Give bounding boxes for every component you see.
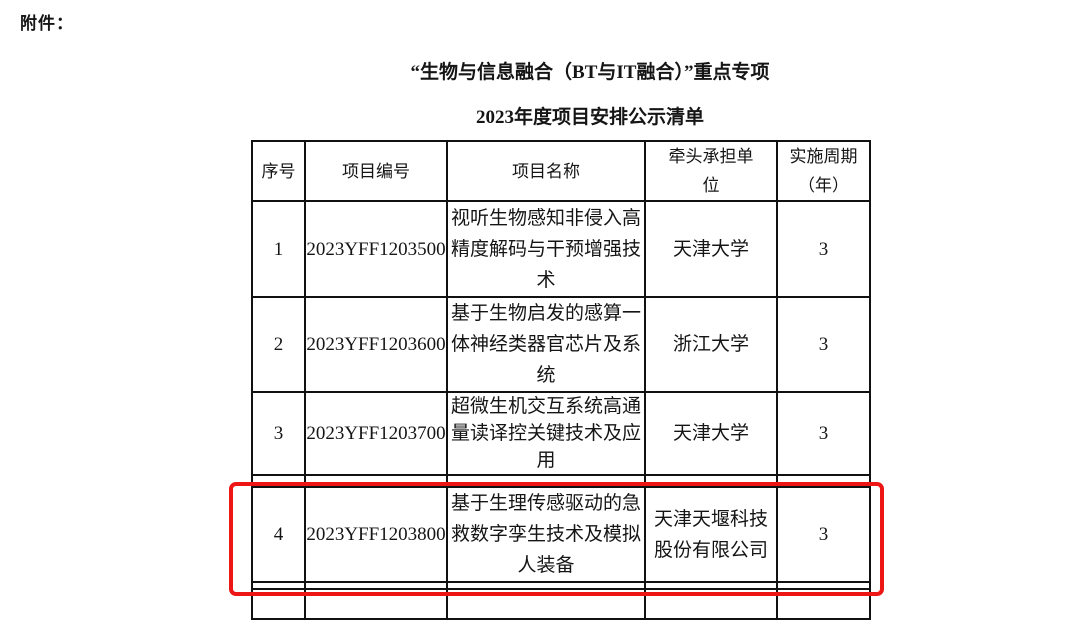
cell-period: 3 (776, 296, 871, 393)
cell-org: 天津大学 (644, 200, 778, 298)
projects-table: 序号 项目编号 项目名称 牵头承担单位 实施周期（年） 1 2023YFF120… (251, 140, 871, 620)
cell-code: 2023YFF1203800 (304, 486, 448, 583)
cell-name: 基于生理传感驱动的急救数字孪生技术及模拟人装备 (446, 486, 646, 583)
cell-period: 3 (776, 391, 871, 476)
cell-no: 3 (251, 391, 306, 476)
table-row-5-cutoff (251, 588, 871, 620)
document-subtitle: 2023年度项目安排公示清单 (475, 107, 704, 128)
table-row-3: 3 2023YFF1203700 超微生机交互系统高通量读译控关键技术及应用 天… (251, 391, 871, 476)
cell-code: 2023YFF1203700 (304, 391, 448, 476)
cell-period: 3 (776, 200, 871, 298)
table-row-1: 1 2023YFF1203500 视听生物感知非侵入高精度解码与干预增强技术 天… (251, 200, 871, 298)
column-header-no: 序号 (251, 140, 306, 202)
table-header-row: 序号 项目编号 项目名称 牵头承担单位 实施周期（年） (251, 140, 871, 202)
cell-org: 天津大学 (644, 391, 778, 476)
cell-org: 浙江大学 (644, 296, 778, 393)
column-header-name: 项目名称 (446, 140, 646, 202)
column-header-period: 实施周期（年） (776, 140, 871, 202)
document-title: “生物与信息融合（BT与IT融合）”重点专项 (410, 62, 770, 83)
row-gap (251, 582, 871, 589)
cell-no: 4 (251, 486, 306, 583)
cell-no: 1 (251, 200, 306, 298)
cell-name: 视听生物感知非侵入高精度解码与干预增强技术 (446, 200, 646, 298)
table-row-4-highlighted: 4 2023YFF1203800 基于生理传感驱动的急救数字孪生技术及模拟人装备… (251, 486, 871, 583)
cell-code: 2023YFF1203600 (304, 296, 448, 393)
cell-code: 2023YFF1203500 (304, 200, 448, 298)
table-row-2: 2 2023YFF1203600 基于生物启发的感算一体神经类器官芯片及系统 浙… (251, 296, 871, 393)
row-gap (251, 475, 871, 487)
cell-period: 3 (776, 486, 871, 583)
cell-name: 超微生机交互系统高通量读译控关键技术及应用 (446, 391, 646, 476)
cell-no: 2 (251, 296, 306, 393)
attachment-label: 附件： (20, 14, 74, 33)
cell-name: 基于生物启发的感算一体神经类器官芯片及系统 (446, 296, 646, 393)
column-header-code: 项目编号 (304, 140, 448, 202)
cell-org: 天津天堰科技股份有限公司 (644, 486, 778, 583)
column-header-org: 牵头承担单位 (644, 140, 778, 202)
